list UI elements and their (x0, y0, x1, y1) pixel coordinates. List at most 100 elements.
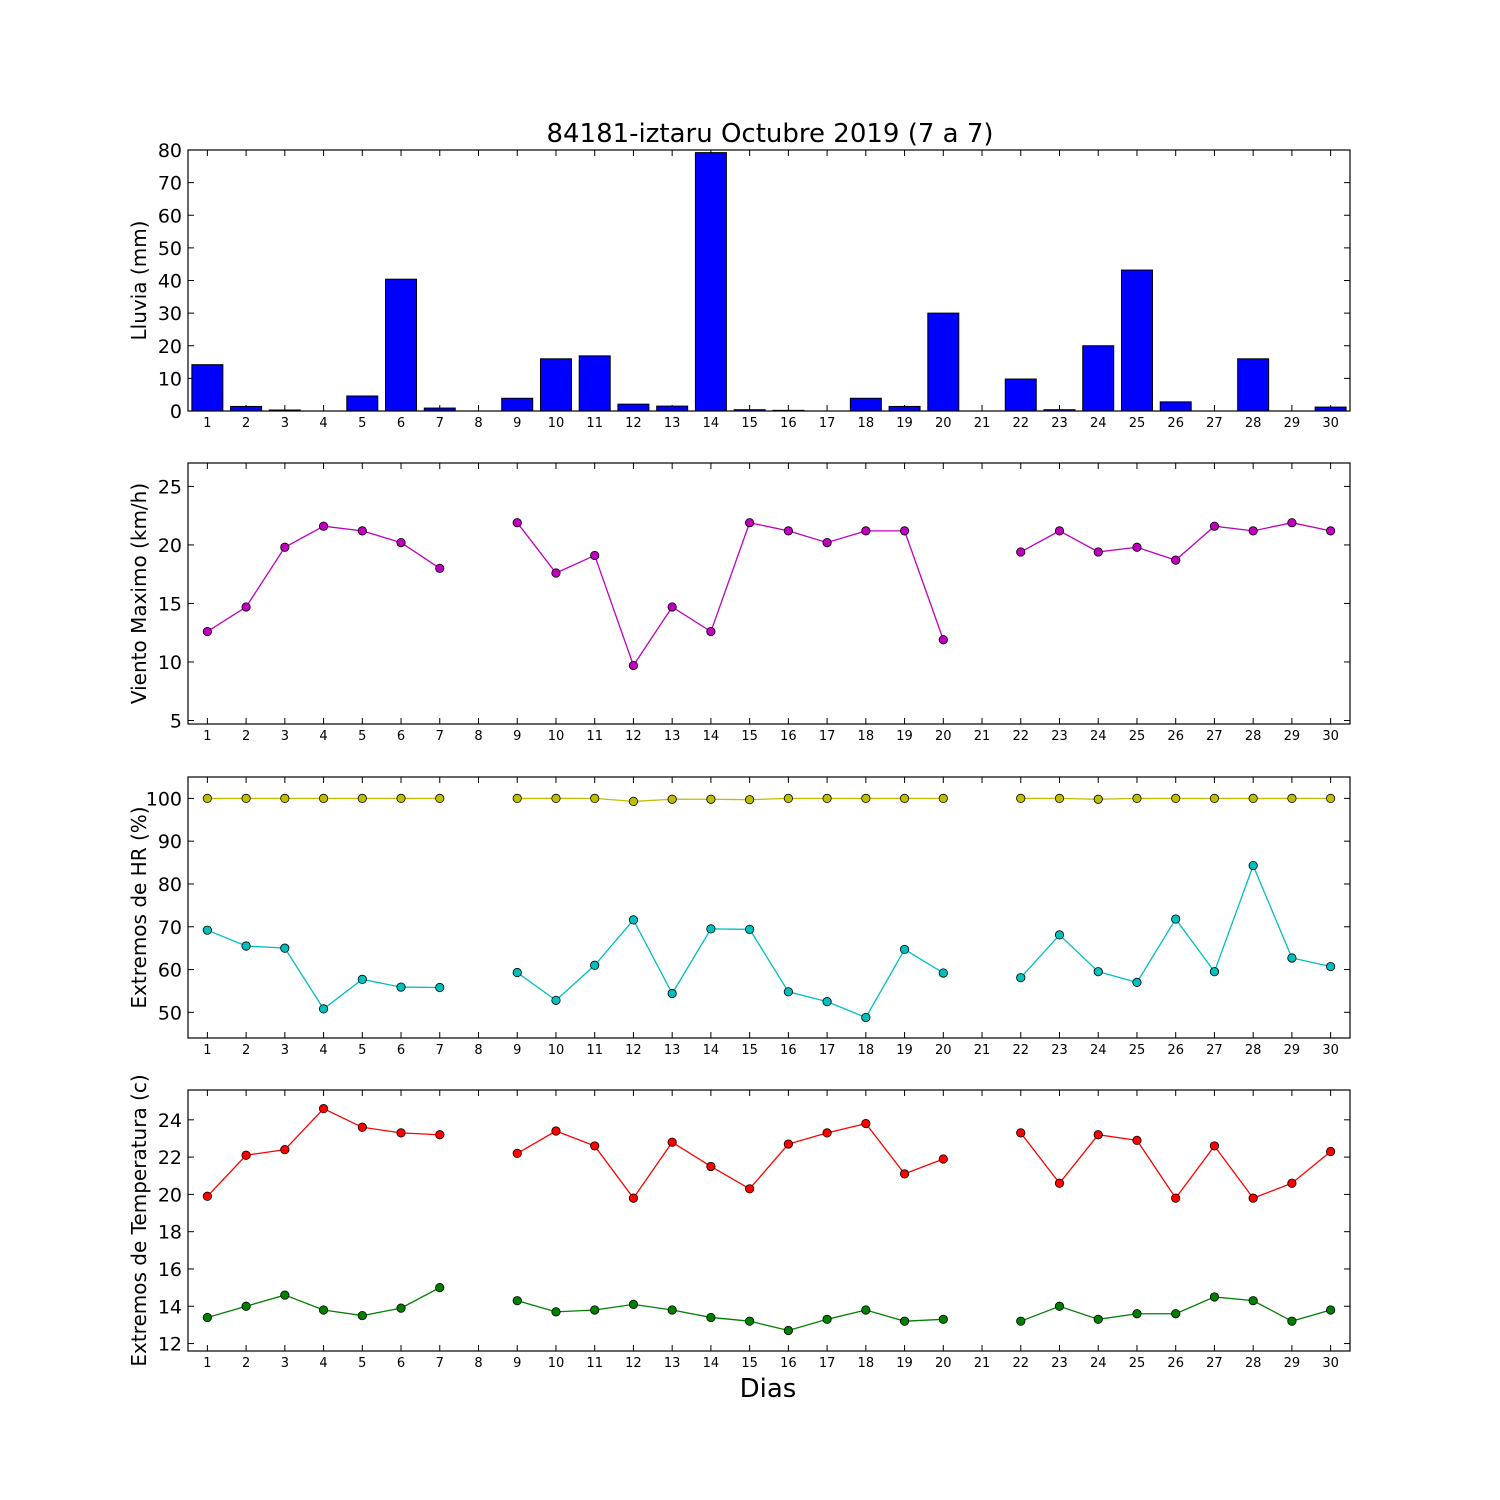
humidity-xtick-label: 26 (1167, 1043, 1184, 1058)
temperature-ytick-label: 20 (158, 1184, 182, 1206)
temperature-xtick-label: 16 (780, 1356, 797, 1371)
humidity-ytick-label: 100 (146, 788, 182, 810)
temperature-xtick-label: 3 (281, 1356, 289, 1371)
rain-bar-day-1 (191, 364, 224, 412)
rain-xtick-label: 3 (281, 416, 289, 431)
rain-xtick-label: 21 (974, 416, 991, 431)
wind-point-day-20 (938, 635, 948, 645)
rain-bar-day-18 (849, 397, 882, 412)
rain-xtick-label: 6 (397, 416, 405, 431)
humidity-point-day-2 (241, 793, 251, 803)
wind-xtick-label: 2 (242, 729, 250, 744)
wind-ytick-label: 20 (158, 535, 182, 557)
humidity-xtick-label: 4 (319, 1043, 327, 1058)
humidity-xtick-label: 10 (548, 1043, 565, 1058)
rain-xtick-label: 16 (780, 416, 797, 431)
wind-xtick-label: 7 (436, 729, 444, 744)
wind-xtick-label: 17 (819, 729, 836, 744)
humidity-xtick-label: 14 (703, 1043, 720, 1058)
humidity-xtick-label: 21 (974, 1043, 991, 1058)
temperature-point-day-25 (1132, 1309, 1142, 1319)
temperature-xtick-label: 21 (974, 1356, 991, 1371)
humidity-xtick-label: 27 (1206, 1043, 1223, 1058)
humidity-ytick-label: 50 (158, 1002, 182, 1024)
humidity-xtick-label: 16 (780, 1043, 797, 1058)
humidity-xtick-label: 20 (935, 1043, 952, 1058)
humidity-xtick-label: 6 (397, 1043, 405, 1058)
humidity-point-day-1 (202, 925, 212, 935)
wind-xtick-label: 3 (281, 729, 289, 744)
temperature-xtick-label: 15 (741, 1356, 758, 1371)
humidity-point-day-29 (1287, 953, 1297, 963)
temperature-point-day-1 (202, 1191, 212, 1201)
humidity-point-day-17 (822, 997, 832, 1007)
temperature-point-day-28 (1248, 1193, 1258, 1203)
wind-xtick-label: 8 (474, 729, 482, 744)
humidity-point-day-4 (318, 1004, 329, 1014)
rain-xtick-label: 27 (1206, 416, 1223, 431)
humidity-point-day-24 (1093, 967, 1103, 977)
wind-xtick-label: 29 (1284, 729, 1301, 744)
wind-point-day-19 (899, 526, 910, 536)
temperature-axes-frame (187, 1089, 1351, 1352)
humidity-point-day-28 (1248, 793, 1258, 803)
humidity-point-day-3 (280, 943, 290, 953)
wind-point-day-5 (357, 526, 367, 536)
humidity-xtick-label: 19 (896, 1043, 913, 1058)
wind-point-day-11 (590, 550, 600, 561)
humidity-xtick-label: 25 (1129, 1043, 1146, 1058)
temperature-point-day-16 (783, 1139, 793, 1149)
temperature-xtick-label: 14 (703, 1356, 720, 1371)
humidity-point-day-26 (1171, 793, 1181, 803)
humidity-point-day-3 (280, 793, 290, 803)
humidity-series-2 (202, 860, 1336, 1023)
temperature-point-day-7 (435, 1130, 445, 1140)
temperature-point-day-12 (628, 1299, 639, 1309)
wind-xtick-label: 23 (1051, 729, 1068, 744)
wind-xtick-label: 21 (974, 729, 991, 744)
humidity-xtick-label: 15 (741, 1043, 758, 1058)
wind-point-day-1 (202, 626, 212, 637)
humidity-point-day-11 (590, 793, 600, 803)
wind-series-line (516, 521, 944, 667)
temperature-xtick-label: 12 (625, 1356, 642, 1371)
wind-point-day-18 (861, 526, 871, 536)
rain-bar-day-14 (694, 152, 727, 412)
rain-axes-frame (187, 149, 1351, 412)
temperature-xtick-label: 28 (1245, 1356, 1262, 1371)
wind-point-day-9 (512, 518, 522, 528)
humidity-point-day-5 (357, 974, 367, 984)
temperature-point-day-4 (318, 1305, 329, 1315)
wind-xtick-label: 24 (1090, 729, 1107, 744)
rain-bar-day-24 (1082, 345, 1115, 412)
wind-axes-frame (187, 462, 1351, 725)
rain-xtick-label: 20 (935, 416, 952, 431)
temperature-point-day-19 (899, 1169, 910, 1179)
temperature-point-day-11 (590, 1305, 600, 1315)
temperature-point-day-1 (202, 1312, 212, 1323)
rain-xtick-label: 10 (548, 416, 565, 431)
temperature-ytick-label: 24 (158, 1110, 182, 1132)
rain-xtick-label: 19 (896, 416, 913, 431)
temperature-point-day-13 (667, 1305, 677, 1315)
humidity-point-day-18 (861, 1012, 871, 1023)
temperature-xtick-label: 29 (1284, 1356, 1301, 1371)
rain-xtick-label: 9 (513, 416, 521, 431)
rain-xtick-label: 18 (858, 416, 875, 431)
temperature-point-day-28 (1248, 1296, 1258, 1306)
wind-point-day-4 (318, 521, 329, 531)
wind-xtick-label: 4 (319, 729, 327, 744)
temperature-point-day-27 (1209, 1141, 1220, 1151)
rain-xtick-label: 28 (1245, 416, 1262, 431)
wind-xtick-label: 28 (1245, 729, 1262, 744)
humidity-axes-frame (187, 776, 1351, 1039)
wind-xtick-label: 30 (1322, 729, 1339, 744)
rain-bar-day-10 (539, 358, 572, 412)
rain-xtick-label: 29 (1284, 416, 1301, 431)
temperature-point-day-6 (396, 1128, 406, 1138)
wind-point-day-28 (1248, 526, 1258, 536)
wind-xtick-label: 1 (203, 729, 211, 744)
wind-xtick-label: 25 (1129, 729, 1146, 744)
temperature-point-day-10 (551, 1307, 561, 1317)
